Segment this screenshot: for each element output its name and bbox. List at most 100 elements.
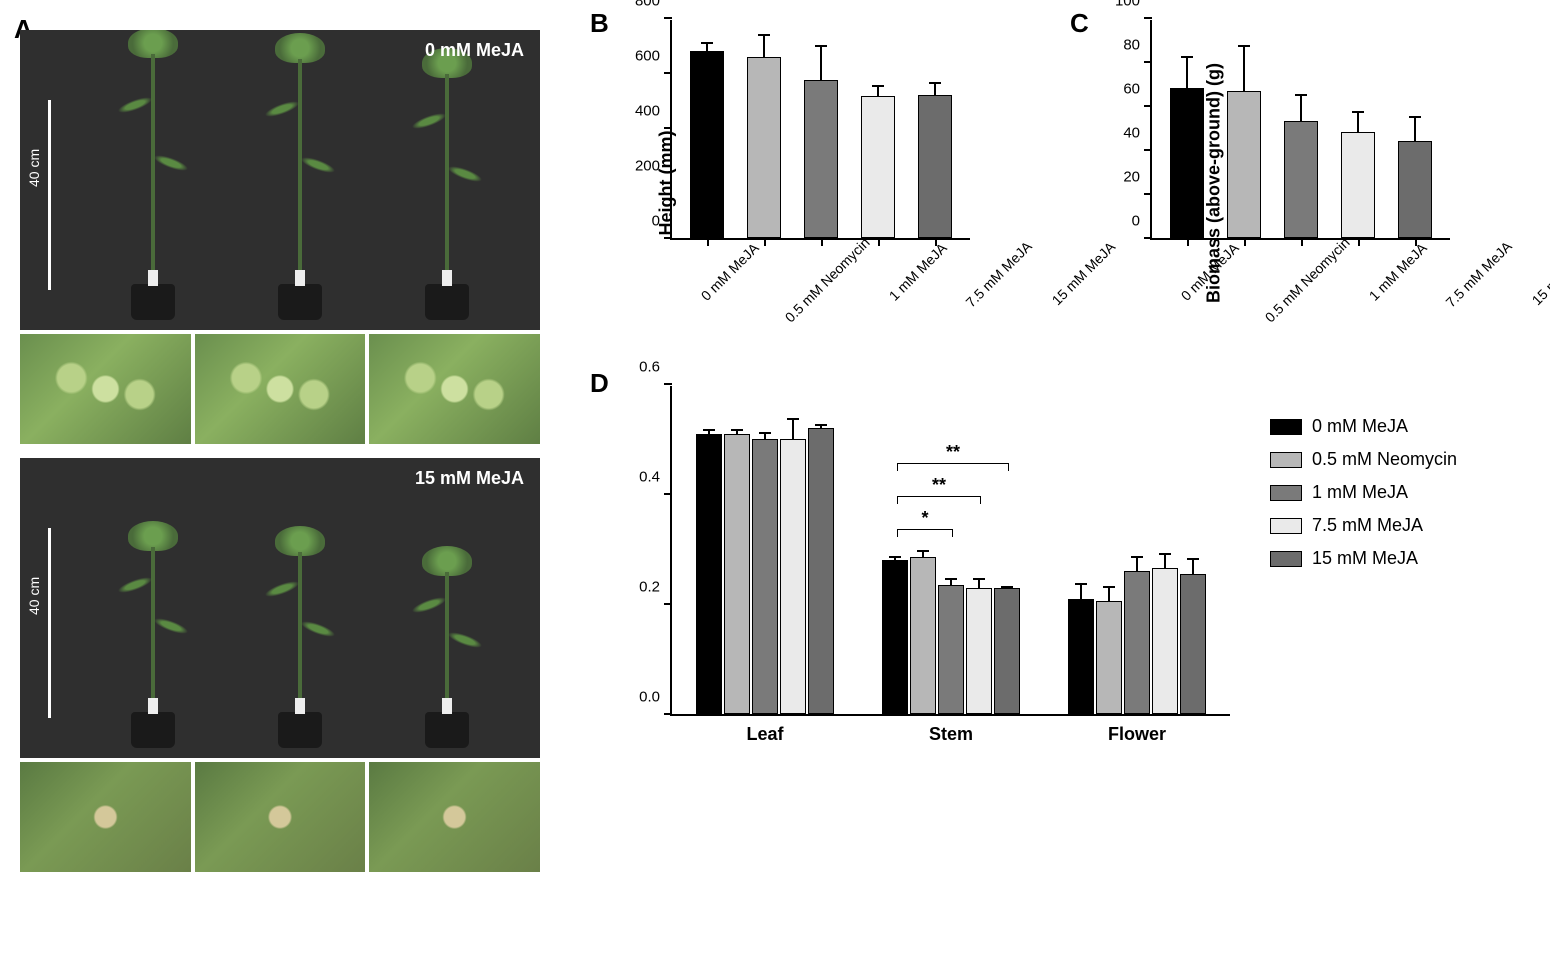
ytick-label: 0.6 bbox=[639, 359, 672, 376]
bar bbox=[1284, 121, 1318, 238]
plant-photo: 0 mM MeJA 40 cm bbox=[20, 30, 540, 330]
bar bbox=[696, 434, 722, 715]
panel-b-chart: 0200400600800 bbox=[670, 20, 970, 240]
bar bbox=[808, 428, 834, 714]
bar bbox=[938, 585, 964, 714]
bar bbox=[752, 439, 778, 714]
photo-caption: 0 mM MeJA bbox=[425, 40, 524, 61]
scale-bar bbox=[48, 100, 51, 290]
panel-d-chart: 0.00.20.40.6LeafStemFlower***** bbox=[670, 386, 1230, 716]
closeup-photo bbox=[195, 762, 366, 872]
panel-b-xlabels: 0 mM MeJA0.5 mM Neomycin1 mM MeJA7.5 mM … bbox=[670, 246, 970, 336]
scale-label: 40 cm bbox=[26, 149, 42, 187]
bar bbox=[1068, 599, 1094, 715]
significance-bracket bbox=[897, 529, 953, 537]
significance-label: ** bbox=[932, 475, 946, 496]
ytick-label: 100 bbox=[1115, 0, 1152, 10]
bar bbox=[1227, 91, 1261, 238]
bar bbox=[1341, 132, 1375, 238]
legend-label: 7.5 mM MeJA bbox=[1312, 515, 1423, 536]
panel-d-label: D bbox=[590, 368, 609, 399]
legend-swatch bbox=[1270, 419, 1302, 435]
panel-d: D Biomass proportion (FW) 0.00.20.40.6Le… bbox=[610, 376, 1530, 886]
ytick-label: 600 bbox=[635, 48, 672, 65]
panel-c-chart: 020406080100 bbox=[1150, 20, 1450, 240]
closeup-photo bbox=[20, 334, 191, 444]
legend-item: 0.5 mM Neomycin bbox=[1270, 449, 1457, 470]
panel-b-label: B bbox=[590, 8, 609, 39]
plant-icon bbox=[108, 30, 198, 320]
ytick-label: 80 bbox=[1123, 37, 1152, 54]
significance-label: * bbox=[921, 508, 928, 529]
ytick-label: 0.4 bbox=[639, 469, 672, 486]
bar bbox=[1152, 568, 1178, 714]
photo-caption: 15 mM MeJA bbox=[415, 468, 524, 489]
bar bbox=[780, 439, 806, 714]
bar bbox=[910, 557, 936, 714]
ytick-label: 0.2 bbox=[639, 579, 672, 596]
legend-swatch bbox=[1270, 452, 1302, 468]
plant-icon bbox=[402, 48, 492, 320]
panel-c: C Biomass (above-ground) (g) 02040608010… bbox=[1090, 20, 1530, 346]
legend-item: 0 mM MeJA bbox=[1270, 416, 1457, 437]
bar bbox=[1170, 88, 1204, 238]
significance-bracket bbox=[897, 463, 1009, 471]
legend-label: 0.5 mM Neomycin bbox=[1312, 449, 1457, 470]
figure: A 0 mM MeJA40 cm15 mM MeJA40 cm B Height… bbox=[20, 20, 1530, 886]
closeup-row bbox=[20, 762, 540, 872]
significance-label: ** bbox=[946, 442, 960, 463]
closeup-photo bbox=[20, 762, 191, 872]
plant-icon bbox=[108, 521, 198, 748]
ytick-label: 0 bbox=[652, 213, 672, 230]
legend-item: 15 mM MeJA bbox=[1270, 548, 1457, 569]
panel-a: A 0 mM MeJA40 cm15 mM MeJA40 cm bbox=[20, 20, 580, 886]
legend-label: 0 mM MeJA bbox=[1312, 416, 1408, 437]
scale-label: 40 cm bbox=[26, 577, 42, 615]
closeup-photo bbox=[369, 334, 540, 444]
plant-icon bbox=[255, 33, 345, 320]
bar bbox=[1180, 574, 1206, 714]
closeup-photo bbox=[195, 334, 366, 444]
bar bbox=[1124, 571, 1150, 714]
legend-swatch bbox=[1270, 518, 1302, 534]
bar bbox=[690, 51, 724, 238]
panel-c-label: C bbox=[1070, 8, 1089, 39]
plant-icon bbox=[255, 526, 345, 748]
ytick-label: 20 bbox=[1123, 169, 1152, 186]
ytick-label: 800 bbox=[635, 0, 672, 10]
legend: 0 mM MeJA 0.5 mM Neomycin 1 mM MeJA 7.5 mM … bbox=[1270, 386, 1457, 569]
legend-item: 1 mM MeJA bbox=[1270, 482, 1457, 503]
legend-swatch bbox=[1270, 485, 1302, 501]
ytick-label: 400 bbox=[635, 103, 672, 120]
photo-group: 0 mM MeJA 40 cm bbox=[20, 30, 580, 444]
legend-item: 7.5 mM MeJA bbox=[1270, 515, 1457, 536]
ytick-label: 0.0 bbox=[639, 689, 672, 706]
closeup-photo bbox=[369, 762, 540, 872]
bar bbox=[918, 95, 952, 238]
group-label: Flower bbox=[1108, 714, 1166, 745]
bar bbox=[1096, 601, 1122, 714]
group-label: Leaf bbox=[746, 714, 783, 745]
group-label: Stem bbox=[929, 714, 973, 745]
right-column: B Height (mm) 0200400600800 0 mM MeJA0.5… bbox=[610, 20, 1530, 886]
bar bbox=[861, 96, 895, 238]
ytick-label: 60 bbox=[1123, 81, 1152, 98]
bar bbox=[724, 434, 750, 715]
legend-label: 1 mM MeJA bbox=[1312, 482, 1408, 503]
plant-icon bbox=[402, 546, 492, 748]
ytick-label: 0 bbox=[1132, 213, 1152, 230]
photo-group: 15 mM MeJA 40 cm bbox=[20, 458, 580, 872]
xtick-label: 15 mM MeJA bbox=[1524, 234, 1550, 356]
bar bbox=[804, 80, 838, 238]
bar bbox=[882, 560, 908, 714]
bar bbox=[994, 588, 1020, 715]
ytick-label: 40 bbox=[1123, 125, 1152, 142]
bar bbox=[1398, 141, 1432, 238]
bar-group: Leaf bbox=[692, 386, 838, 714]
significance-bracket bbox=[897, 496, 981, 504]
bar bbox=[747, 57, 781, 239]
legend-label: 15 mM MeJA bbox=[1312, 548, 1418, 569]
ytick-label: 200 bbox=[635, 158, 672, 175]
scale-bar bbox=[48, 528, 51, 718]
panel-b: B Height (mm) 0200400600800 0 mM MeJA0.5… bbox=[610, 20, 1050, 346]
